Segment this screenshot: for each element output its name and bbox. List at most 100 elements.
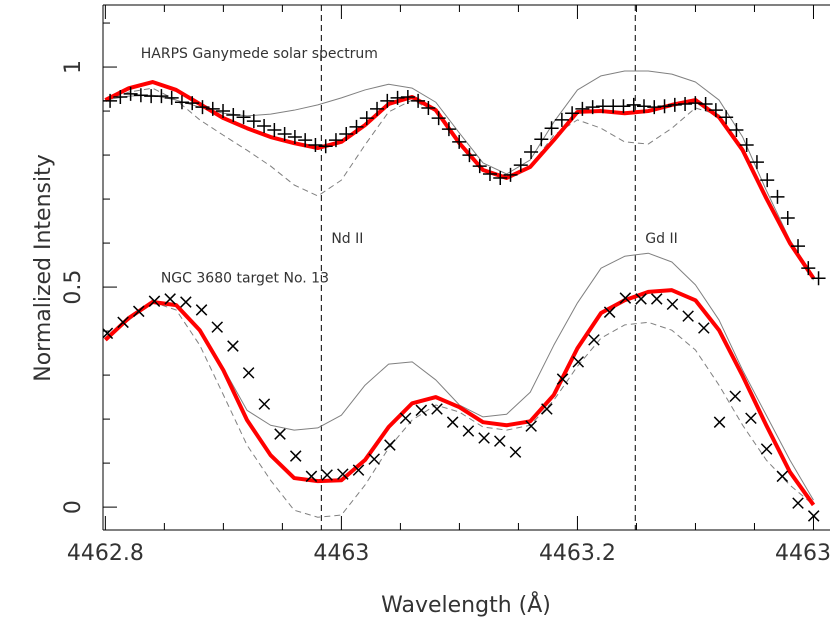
cross-marker: [666, 298, 679, 311]
cross-marker: [103, 327, 114, 340]
plus-marker: [174, 95, 189, 110]
plus-marker: [267, 122, 282, 137]
plus-marker: [760, 173, 775, 188]
cross-marker: [603, 306, 616, 318]
x-axis-title: Wavelength (Å): [381, 591, 551, 618]
plus-marker: [216, 104, 231, 119]
y-axis-title: Normalized Intensity: [31, 154, 56, 382]
plus-marker: [359, 111, 374, 126]
plus-marker: [257, 119, 272, 134]
plus-marker: [472, 159, 487, 174]
plus-marker: [205, 101, 220, 116]
x-tick-label: 4463: [313, 541, 369, 566]
cross-marker: [713, 416, 726, 428]
plus-marker: [349, 119, 364, 134]
plus-marker: [246, 114, 261, 129]
y-tick-label: 0: [61, 500, 86, 514]
plus-marker: [698, 97, 713, 112]
plus-marker: [637, 99, 652, 114]
plus-marker: [801, 261, 816, 276]
plus-marker: [780, 210, 795, 225]
y-tick-label: 0.5: [61, 270, 86, 305]
cross-marker: [494, 435, 506, 447]
cross-marker: [745, 412, 757, 425]
cross-marker: [556, 373, 569, 385]
plus-marker: [370, 101, 385, 116]
y-tick-label: 1: [61, 60, 86, 74]
cross-marker: [525, 420, 537, 432]
reference-model-line: [105, 252, 814, 501]
plus-marker: [431, 111, 446, 126]
plus-marker: [236, 110, 251, 125]
plus-marker: [133, 88, 148, 103]
plus-marker: [226, 108, 241, 123]
reference-label: Nd II: [331, 231, 363, 247]
plus-marker: [657, 99, 672, 114]
cross-marker: [415, 404, 428, 417]
cross-marker: [462, 425, 475, 437]
cross-marker: [148, 295, 161, 307]
cross-marker: [258, 398, 271, 410]
cross-marker: [132, 305, 145, 318]
plus-marker: [185, 96, 200, 111]
plus-marker: [482, 166, 497, 181]
cross-marker: [776, 470, 789, 483]
cross-marker: [729, 390, 742, 403]
reference-model-line: [105, 87, 814, 281]
cross-marker: [807, 510, 820, 522]
cross-marker: [572, 356, 585, 368]
plus-marker: [739, 137, 754, 152]
plus-marker: [298, 133, 313, 148]
plus-marker: [565, 106, 580, 121]
plus-marker: [462, 148, 477, 163]
cross-marker: [619, 292, 632, 304]
plus-marker: [616, 99, 631, 114]
plus-marker: [791, 239, 806, 254]
plot-area: [103, 5, 826, 530]
cross-marker: [792, 497, 804, 509]
plus-marker: [195, 100, 210, 115]
x-tick-label: 4462.8: [67, 541, 144, 566]
cross-marker: [650, 293, 663, 305]
plus-marker: [441, 122, 456, 137]
plus-marker: [708, 103, 723, 118]
plus-marker: [688, 96, 703, 111]
cross-marker: [478, 432, 490, 444]
plus-marker: [585, 100, 600, 115]
plus-marker: [554, 112, 569, 127]
plus-marker: [544, 121, 559, 136]
cross-marker: [305, 470, 318, 483]
cross-marker: [164, 293, 176, 305]
plus-marker: [421, 100, 436, 115]
plus-marker: [534, 132, 549, 147]
plus-marker: [770, 189, 785, 204]
cross-marker: [399, 412, 412, 425]
plus-marker: [400, 89, 415, 104]
plus-marker: [647, 100, 662, 115]
plus-marker: [667, 97, 682, 112]
cross-marker: [337, 468, 349, 480]
cross-marker: [698, 322, 710, 334]
cross-marker: [588, 334, 600, 346]
x-tick-label: 4463.2: [539, 541, 616, 566]
cross-marker: [446, 416, 459, 428]
plus-marker: [513, 158, 528, 173]
cross-marker: [384, 439, 396, 451]
plus-marker: [729, 122, 744, 137]
plus-marker: [749, 155, 764, 170]
plus-marker: [103, 93, 118, 108]
plus-marker: [811, 271, 826, 286]
plus-marker: [503, 167, 518, 182]
cross-marker: [180, 296, 192, 308]
annotation: NGC 3680 target No. 13: [161, 271, 329, 287]
cross-marker: [289, 450, 302, 462]
cross-marker: [431, 403, 443, 415]
plus-marker: [524, 144, 539, 159]
cross-marker: [352, 464, 365, 476]
plus-marker: [308, 137, 323, 152]
annotation: HARPS Ganymede solar spectrum: [141, 46, 378, 62]
cross-marker: [635, 293, 647, 305]
model-line: [103, 288, 816, 507]
